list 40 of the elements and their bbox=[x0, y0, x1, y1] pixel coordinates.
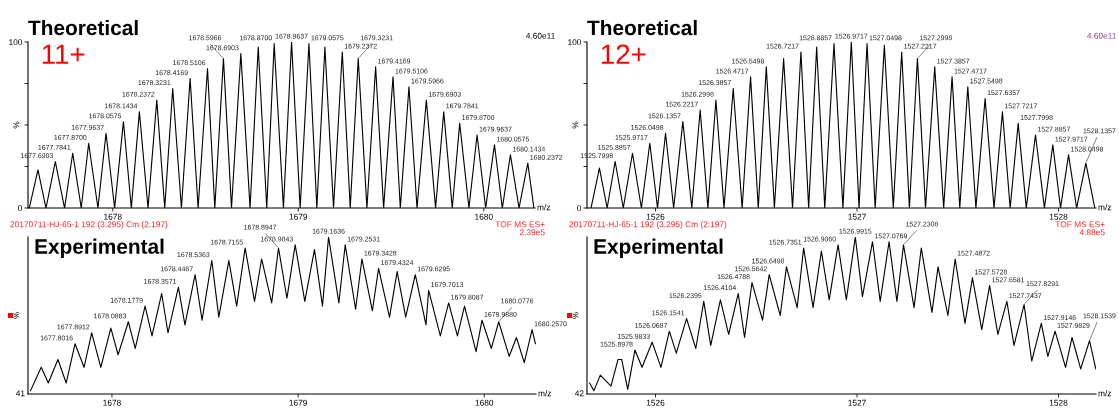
x-tick-label: 1680 bbox=[475, 213, 493, 220]
text: 20170711-HJ-65-1 192 (3.295) Cm (2:197) bbox=[10, 221, 168, 229]
text: 4.60e11 bbox=[525, 32, 555, 39]
text: 4.88e5 bbox=[1079, 229, 1105, 236]
x-axis-title: m/z bbox=[538, 390, 552, 397]
text: 20170711-HJ-65-1 192 (3.295) Cm (2:197) bbox=[569, 221, 727, 229]
x-tick-label: 1526 bbox=[646, 213, 665, 220]
chart-title: Theoretical bbox=[587, 19, 697, 36]
x-tick-label: 1526 bbox=[646, 399, 665, 406]
x-tick-label: 1527 bbox=[848, 399, 866, 406]
text: 2.39e5 bbox=[519, 229, 545, 236]
x-tick-label: 1528 bbox=[1049, 399, 1068, 406]
x-tick-label: 1680 bbox=[475, 399, 494, 406]
chart-title: Theoretical bbox=[28, 19, 138, 36]
text: 41 bbox=[15, 390, 25, 397]
annotation: 11+ bbox=[42, 44, 85, 64]
x-tick-label: 1678 bbox=[104, 213, 122, 220]
y-tick-label: 0 bbox=[577, 205, 582, 212]
x-tick-label: 1679 bbox=[289, 399, 307, 406]
x-axis-title: m/z bbox=[1098, 204, 1112, 211]
text: TOF MS ES+ bbox=[495, 221, 545, 228]
y-tick-label: 100 bbox=[9, 39, 23, 46]
y-axis-title: % bbox=[572, 312, 579, 319]
x-tick-label: 1679 bbox=[289, 213, 308, 220]
x-tick-label: 1527 bbox=[848, 213, 866, 220]
x-tick-label: 1678 bbox=[103, 399, 121, 406]
chart-title: Experimental bbox=[35, 238, 164, 258]
text: 4.60e11 bbox=[1087, 32, 1116, 39]
text: 42 bbox=[574, 390, 584, 397]
x-axis-title: m/z bbox=[537, 204, 551, 211]
y-tick-label: 0 bbox=[18, 205, 23, 212]
annotation: 12+ bbox=[601, 44, 646, 64]
y-axis-title: % bbox=[13, 312, 20, 319]
x-tick-label: 1528 bbox=[1049, 213, 1068, 220]
y-tick-label: 100 bbox=[568, 39, 582, 46]
chart-title: Experimental bbox=[594, 238, 723, 258]
x-axis-title: m/z bbox=[1098, 390, 1112, 397]
y-axis-title: % bbox=[572, 121, 579, 129]
text: TOF MS ES+ bbox=[1055, 221, 1105, 228]
y-axis-title: % bbox=[13, 121, 20, 129]
